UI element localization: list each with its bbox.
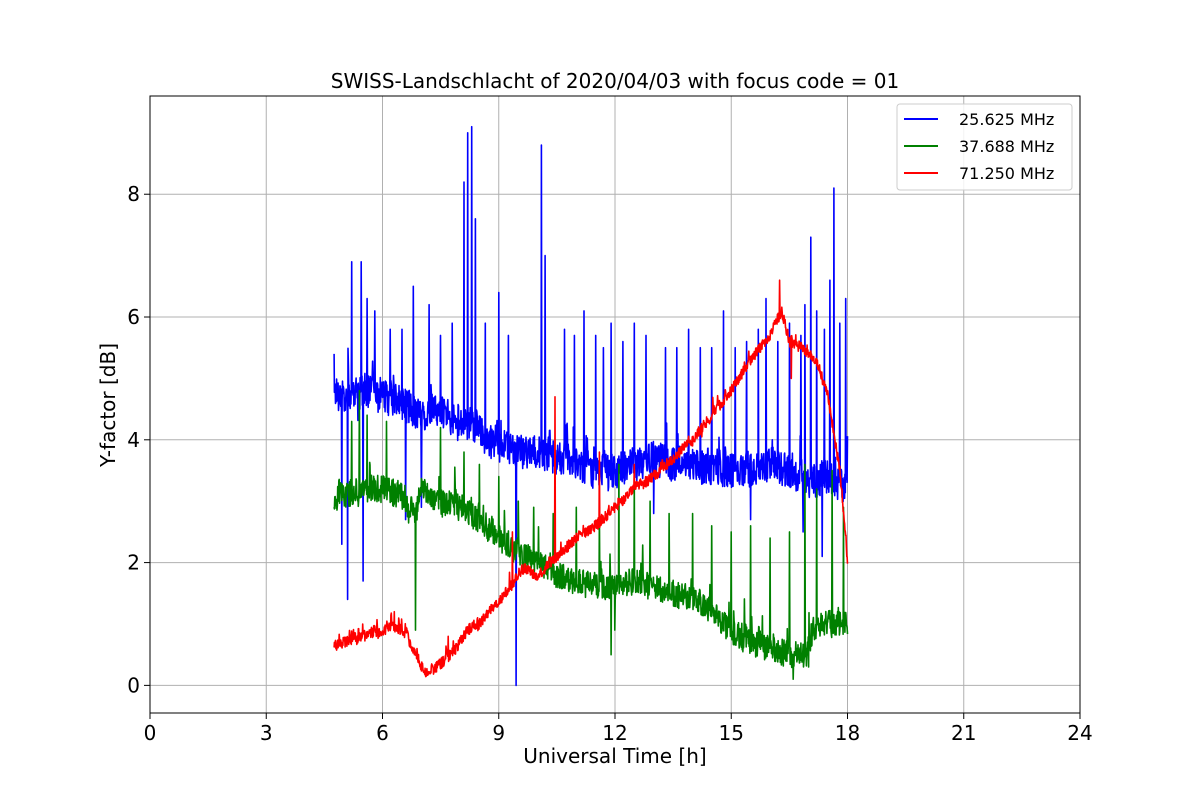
series-line-1 [333, 125, 849, 687]
x-tick-label: 0 [144, 721, 157, 745]
x-tick-label: 9 [492, 721, 505, 745]
x-tick-label: 12 [602, 721, 627, 745]
legend-entry-label: 25.625 MHz [959, 110, 1054, 129]
x-tick-label: 6 [376, 721, 389, 745]
plot-area [333, 125, 849, 687]
series-3 [333, 279, 849, 678]
legend-entry-label: 71.250 MHz [959, 164, 1054, 183]
series-2 [333, 389, 849, 680]
y-tick-label: 0 [127, 673, 140, 697]
legend-box [896, 103, 1073, 191]
series-line-2 [333, 389, 849, 680]
legend-entry-label: 37.688 MHz [959, 137, 1054, 156]
x-tick-label: 15 [719, 721, 744, 745]
chart-title: SWISS-Landschlacht of 2020/04/03 with fo… [331, 69, 899, 93]
series-1 [333, 125, 849, 687]
x-axis-label: Universal Time [h] [523, 744, 706, 768]
x-tick-label: 18 [835, 721, 860, 745]
x-tick-label: 3 [260, 721, 273, 745]
y-axis-label: Y-factor [dB] [96, 343, 120, 468]
series-line-3 [333, 279, 849, 678]
y-tick-label: 8 [127, 182, 140, 206]
legend: 25.625 MHz 37.688 MHz 71.250 MHz [896, 103, 1073, 191]
y-tick-label: 4 [127, 428, 140, 452]
y-tick-label: 6 [127, 305, 140, 329]
x-tick-label: 24 [1067, 721, 1092, 745]
grid [149, 96, 1081, 713]
y-tick-label: 2 [127, 551, 140, 575]
x-tick-label: 21 [951, 721, 976, 745]
